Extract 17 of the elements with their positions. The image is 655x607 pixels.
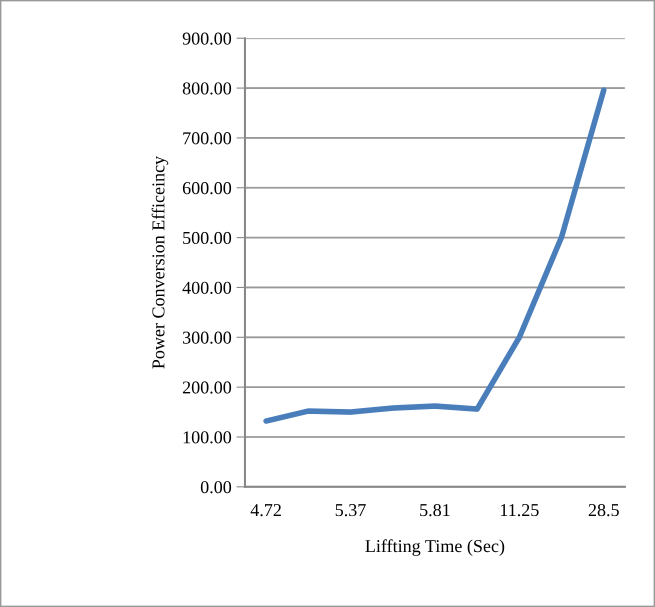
x-tick-label: 4.72 (250, 504, 281, 516)
x-axis-title: Liffting Time (Sec) (365, 539, 504, 556)
x-tick-label: 5.37 (336, 504, 366, 516)
x-tick-label: 28.5 (588, 504, 619, 516)
y-tick-label: 600.00 (182, 182, 232, 194)
y-tick-label: 800.00 (182, 82, 232, 95)
y-tick-label: 200.00 (182, 381, 232, 394)
x-tick-label: 5.81 (420, 504, 450, 516)
y-tick-label: 0.00 (200, 481, 232, 494)
y-tick-label: 300.00 (182, 332, 232, 344)
y-tick-label: 500.00 (183, 232, 232, 244)
y-tick-label: 100.00 (184, 431, 232, 444)
y-tick-label: 900.00 (182, 32, 232, 45)
x-tick-label: 11.25 (500, 504, 539, 516)
y-tick-label: 700.00 (183, 132, 232, 144)
y-axis-title: Power Conversion Efficeincy (152, 156, 168, 369)
y-tick-label: 400.00 (182, 282, 232, 294)
